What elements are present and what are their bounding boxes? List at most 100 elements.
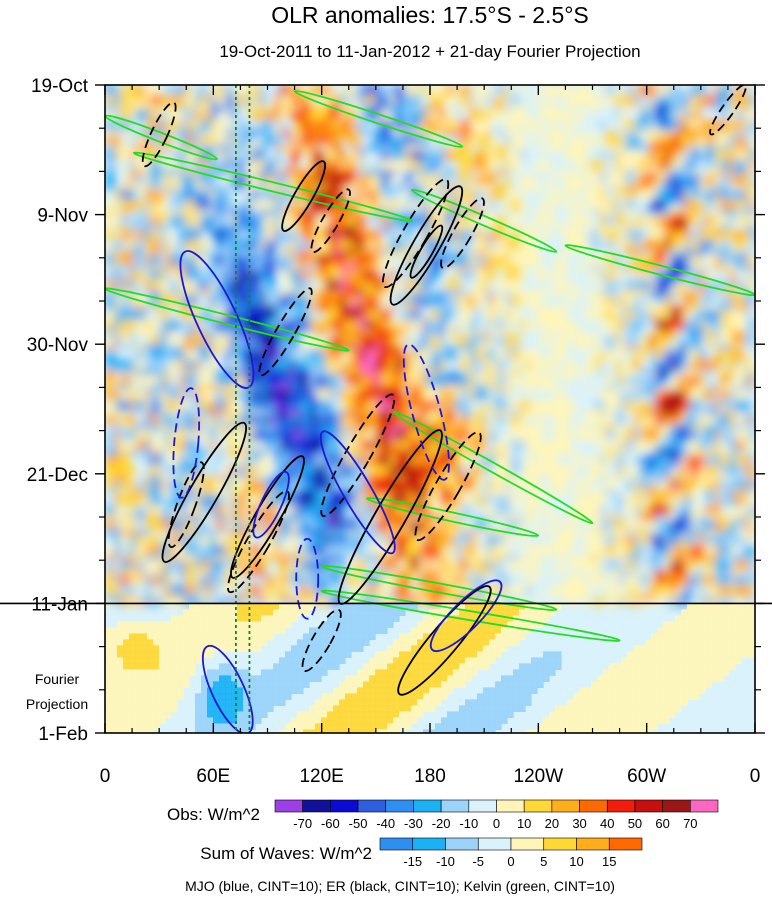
obs-legend-tick: 60 [655,816,669,831]
er-contour [258,287,313,377]
kelvin-contour [411,188,558,253]
obs-legend-swatch [440,799,470,813]
obs-legend-swatch [634,799,663,813]
waves-legend-swatch [477,837,512,851]
obs-legend-tick: -10 [459,816,478,831]
obs-legend-tick: -30 [404,816,423,831]
obs-legend-tick: -40 [376,816,395,831]
x-tick-label: 120W [514,766,564,787]
chart-subtitle: 19-Oct-2011 to 11-Jan-2012 + 21-day Four… [219,42,640,61]
obs-legend-tick: -60 [321,816,340,831]
wave-contours [105,85,755,733]
waves-legend-tick: 15 [602,854,616,869]
er-contour [227,490,290,594]
obs-legend-tick: 70 [683,816,697,831]
er-contour [167,461,205,548]
obs-legend-tick: 40 [600,816,614,831]
obs-legend-label: Obs: W/m^2 [167,805,260,824]
er-contour [414,431,482,542]
waves-legend-swatch [576,837,610,851]
mjo-contour [402,343,450,481]
waves-legend-swatch [608,837,643,851]
obs-legend-swatch [385,799,414,813]
y-tick-label: 9-Nov [37,206,88,227]
waves-legend-swatch [412,837,446,851]
kelvin-contour [365,497,540,537]
kelvin-contour [320,589,621,642]
x-tick-label: 180 [414,766,446,787]
kelvin-contour [392,411,594,525]
mjo-contour [252,470,290,539]
y-tick-label: 11-Jan [31,594,88,615]
obs-legend-swatch [357,799,387,813]
obs-legend-swatch [662,799,691,813]
projection-label-line1: Fourier [35,671,80,687]
x-tick-label: 120E [299,766,343,787]
y-tick-label: 19-Oct [31,76,89,97]
obs-legend-swatch [690,799,719,813]
x-tick-label: 0 [750,766,761,787]
y-tick-label: 1-Feb [38,724,88,745]
waves-legend-label: Sum of Waves: W/m^2 [200,844,372,863]
er-contour [301,608,342,672]
y-tick-label: 30-Nov [27,335,89,356]
x-tick-label: 60E [196,766,230,787]
obs-legend: -70 -60 -50 -40 -30 -20 -10 0 10 20 30 40 50 60 70 [274,799,719,831]
waves-legend-tick: -15 [403,854,422,869]
obs-legend-swatch [302,799,331,813]
projection-label-line2: Projection [26,696,88,712]
er-contour [389,185,464,306]
obs-legend-swatch [496,799,525,813]
obs-anomaly-cells [105,85,755,606]
x-tick-label: 0 [100,766,111,787]
obs-legend-tick: 0 [493,816,500,831]
er-contour [161,421,248,563]
kelvin-contour [132,151,413,222]
obs-legend-swatch [523,799,553,813]
obs-legend-swatch [551,799,580,813]
reference-longitude-lines [235,85,251,733]
waves-legend-tick: -5 [472,854,484,869]
footer-note: MJO (blue, CINT=10); ER (black, CINT=10)… [185,878,615,894]
heatmap-field [105,85,755,733]
waves-legend-swatch [445,837,479,851]
waves-legend-tick: -10 [436,854,455,869]
er-contour [310,188,351,254]
er-contour [141,101,177,168]
waves-legend-swatch [543,837,577,851]
waves-legend-swatch [510,837,545,851]
y-tick-label: 21-Dec [27,465,88,486]
er-contour [440,197,485,269]
obs-legend-tick: 30 [572,816,586,831]
obs-legend-swatch [413,799,442,813]
mjo-contour [172,387,201,499]
er-contour [709,85,747,136]
er-contour [320,393,396,518]
waves-legend-tick: 5 [540,854,547,869]
er-contour [281,160,326,232]
waves-legend-tick: 10 [569,854,583,869]
waves-legend: -15 -10 -5 0 5 10 15 [379,837,643,869]
waves-legend-tick: 0 [507,854,514,869]
kelvin-contour [320,565,558,611]
mjo-contour [319,430,396,555]
obs-legend-tick: -70 [293,816,312,831]
obs-legend-tick: -50 [349,816,368,831]
obs-legend-tick: 20 [545,816,559,831]
axes: 0 60E 120E 180 120W 60W 0 19-Oct 9-Nov 30-Nov 21-D… [27,76,765,787]
er-contour [397,585,492,696]
x-tick-label: 60W [627,766,666,787]
er-contour [409,224,444,279]
mjo-contour [201,644,254,733]
obs-legend-swatch [606,799,636,813]
obs-legend-tick: -20 [432,816,451,831]
waves-legend-swatch [379,837,414,851]
obs-legend-tick: 50 [628,816,642,831]
er-contour [381,178,450,289]
obs-legend-swatch [330,799,359,813]
mjo-contour [429,579,503,652]
obs-legend-tick: 10 [517,816,531,831]
projection-field [105,603,755,733]
obs-legend-swatch [274,799,303,813]
